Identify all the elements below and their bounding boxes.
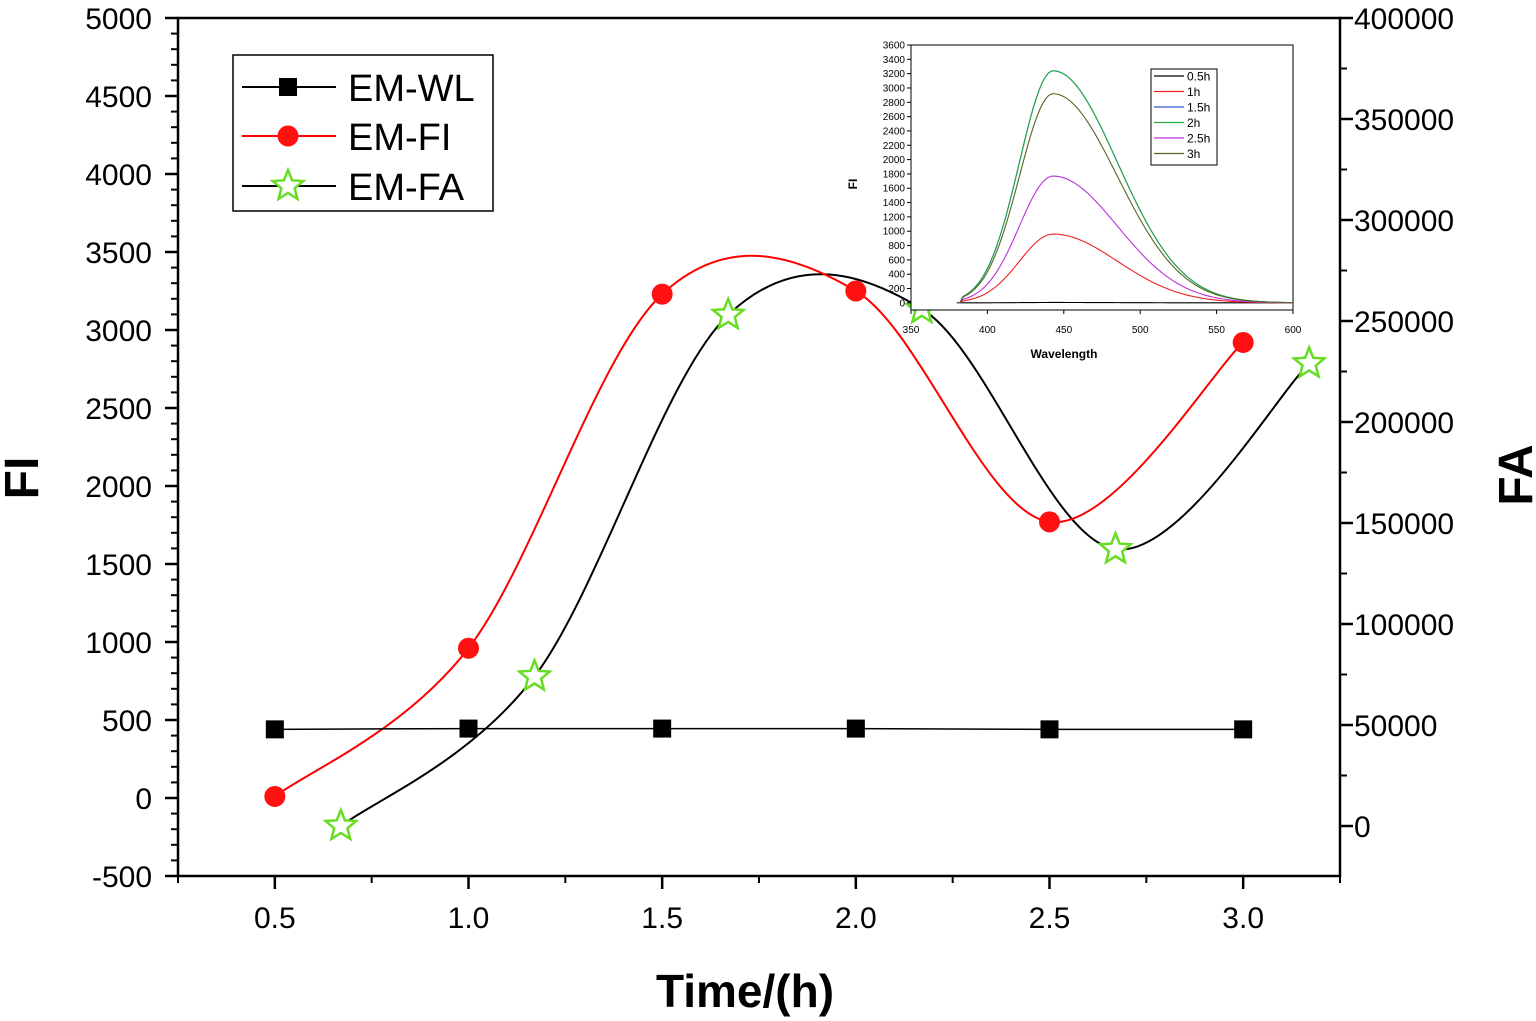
inset-legend-frame <box>1150 68 1218 166</box>
y2-tick-label: 250000 <box>1354 306 1454 339</box>
inset-x-axis-title: Wavelength <box>1031 347 1098 361</box>
inset-y-tick-label: 200 <box>888 284 905 295</box>
point-em-fi <box>1039 511 1060 533</box>
inset-x-tick-label: 450 <box>1055 325 1072 336</box>
series-line-em-wl <box>274 727 1244 731</box>
inset-y-tick-label: 1400 <box>883 198 906 209</box>
inset-y-tick-label: 1600 <box>883 184 906 195</box>
y2-tick-label: 100000 <box>1354 609 1454 642</box>
inset-y-tick-label: 1000 <box>883 227 906 238</box>
legend-label: EM-FI <box>348 117 451 159</box>
inset-y-tick-label: 1200 <box>883 212 906 223</box>
inset-y-tick-label: 3400 <box>883 55 906 66</box>
inset-y-tick-label: 2200 <box>883 141 906 152</box>
point-em-wl <box>846 719 865 738</box>
y2-tick-label: 400000 <box>1354 3 1454 36</box>
inset-series-line-3h <box>956 93 1294 304</box>
point-em-fa <box>322 806 360 842</box>
inset-x-tick-label: 500 <box>1132 325 1149 336</box>
point-em-wl <box>1040 720 1059 739</box>
point-em-fa <box>1290 344 1328 380</box>
y-tick-label: 1000 <box>85 627 152 660</box>
inset-x-tick-label: 400 <box>979 325 996 336</box>
point-em-fa <box>709 295 747 331</box>
y2-tick-label: 150000 <box>1354 508 1454 541</box>
main-chart: 0.5 1.0 1.5 2.0 2.5 3.0-500050010001500200025… <box>0 3 1536 1017</box>
legend-marker-em-wl <box>279 78 297 96</box>
y-tick-label: -500 <box>92 861 152 894</box>
inset-series-line-1h <box>956 233 1294 304</box>
y2-tick-label: 50000 <box>1354 710 1437 743</box>
point-em-fi <box>458 637 479 659</box>
y-tick-label: 1500 <box>85 549 152 582</box>
inset-legend-label: 2h <box>1187 116 1200 130</box>
point-em-wl <box>459 719 478 738</box>
inset-legend-label: 2.5h <box>1187 132 1210 146</box>
inset-y-tick-label: 1800 <box>883 169 906 180</box>
y-axis-title: FI <box>0 457 49 500</box>
inset-x-tick-label: 350 <box>903 325 920 336</box>
inset-y-tick-label: 600 <box>888 255 905 266</box>
inset-y-tick-label: 2400 <box>883 126 906 137</box>
inset-y-tick-label: 800 <box>888 241 905 252</box>
point-em-fi <box>845 280 867 302</box>
y-tick-label: 2000 <box>85 471 152 504</box>
legend-marker-em-fi <box>277 125 299 147</box>
inset-legend-label: 0.5h <box>1187 70 1210 84</box>
inset-legend-label: 3h <box>1187 147 1200 161</box>
y-tick-label: 2500 <box>85 393 152 426</box>
series-line-em-fi <box>274 254 1244 798</box>
y-tick-label: 4000 <box>85 159 152 192</box>
inset-y-tick-label: 3200 <box>883 69 906 80</box>
y-tick-label: 0 <box>135 783 152 816</box>
inset-y-tick-label: 400 <box>888 270 905 281</box>
y2-axis-title: FA <box>1490 444 1536 505</box>
x-tick-label: 2.5 <box>1029 902 1071 935</box>
point-em-fi <box>651 283 673 305</box>
y-tick-label: 5000 <box>85 3 152 36</box>
legend-marker-em-fa <box>269 166 307 202</box>
inset-series-line-2-5h <box>956 175 1294 304</box>
point-em-fa <box>1097 529 1134 565</box>
y-tick-label: 4500 <box>85 81 152 114</box>
legend-label: EM-WL <box>348 68 475 110</box>
x-tick-label: 2.0 <box>835 902 877 935</box>
y2-tick-label: 200000 <box>1354 407 1454 440</box>
inset-y-tick-label: 2000 <box>883 155 906 166</box>
y-tick-label: 3000 <box>85 315 152 348</box>
x-tick-label: 3.0 <box>1222 902 1264 935</box>
series-line-em-fa <box>340 273 1310 827</box>
point-em-fi <box>1232 331 1254 353</box>
inset-y-tick-label: 3000 <box>883 83 906 94</box>
inset-y-axis-title: FI <box>846 179 860 190</box>
point-em-fa <box>516 657 553 693</box>
x-axis-title: Time/(h) <box>656 965 834 1017</box>
point-em-fi <box>264 785 286 807</box>
inset-y-tick-label: 2600 <box>883 112 906 123</box>
inset-y-tick-label: 0 <box>899 298 905 309</box>
inset-legend-label: 1h <box>1187 85 1200 99</box>
inset-frame <box>910 44 1294 311</box>
inset-chart: 350 400 450 500 550 600 0 200 400 600 800 1000 1200 1… <box>846 41 1302 362</box>
x-tick-label: 1.5 <box>641 902 683 935</box>
inset-x-tick-label: 550 <box>1208 325 1225 336</box>
x-tick-label: 0.5 <box>254 902 296 935</box>
inset-x-tick-label: 600 <box>1285 325 1302 336</box>
main-legend: EM-WL EM-FI EM-FA <box>232 54 494 212</box>
point-em-wl <box>653 719 672 738</box>
inset-y-tick-label: 3600 <box>883 41 906 52</box>
y2-tick-label: 0 <box>1354 811 1371 844</box>
inset-y-tick-label: 2800 <box>883 98 906 109</box>
y2-tick-label: 300000 <box>1354 205 1454 238</box>
y2-tick-label: 350000 <box>1354 104 1454 137</box>
point-em-wl <box>265 720 284 739</box>
x-tick-label: 1.0 <box>448 902 490 935</box>
inset-legend-label: 1.5h <box>1187 101 1210 115</box>
y-tick-label: 3500 <box>85 237 152 270</box>
legend-label: EM-FA <box>348 167 465 209</box>
y-tick-label: 500 <box>102 705 152 738</box>
point-em-wl <box>1234 720 1253 739</box>
